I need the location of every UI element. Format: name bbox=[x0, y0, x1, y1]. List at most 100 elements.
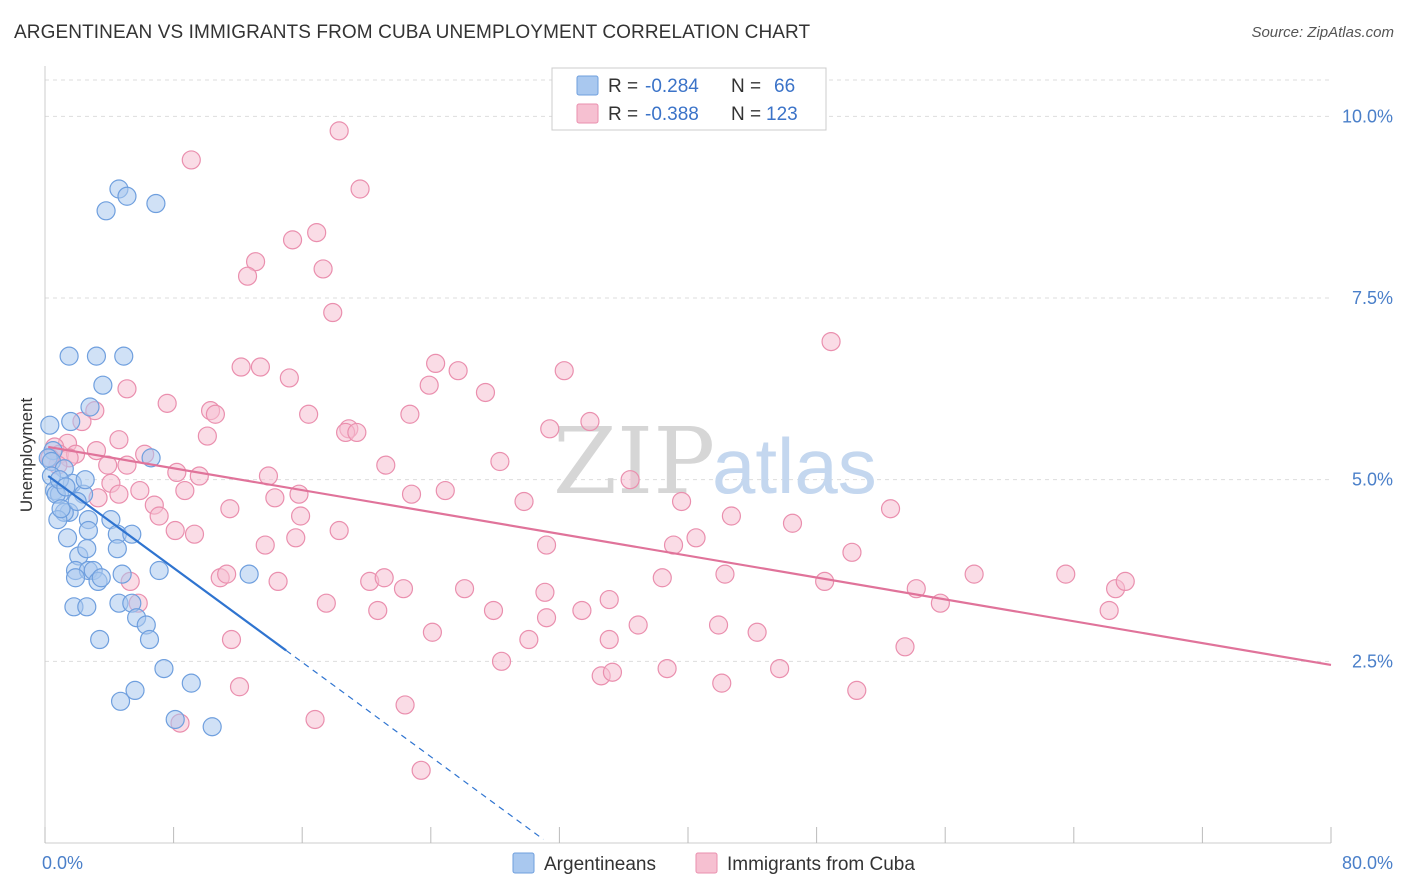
cuba-point-18 bbox=[475, 382, 496, 403]
cuba-point-104 bbox=[422, 622, 443, 642]
cuba-point-91 bbox=[1056, 564, 1076, 584]
argentineans-point-37 bbox=[65, 568, 86, 588]
cuba-point-114 bbox=[770, 658, 790, 679]
argentineans-point-8 bbox=[80, 397, 100, 417]
cuba-point-21 bbox=[299, 404, 319, 424]
cuba-point-15 bbox=[554, 361, 574, 381]
argentineans-point-50 bbox=[125, 680, 145, 701]
cuba-point-122 bbox=[599, 589, 619, 610]
cuba-point-23 bbox=[205, 404, 225, 424]
cuba-point-95 bbox=[368, 600, 388, 621]
stats-swatch-blue bbox=[576, 75, 599, 96]
cuba-point-65 bbox=[782, 513, 803, 533]
argentineans-point-28 bbox=[122, 524, 142, 544]
cuba-point-60 bbox=[514, 491, 534, 512]
cuba-point-66 bbox=[880, 499, 901, 519]
argentineans-point-52 bbox=[110, 691, 131, 711]
cuba-point-75 bbox=[842, 542, 862, 562]
cuba-point-1 bbox=[181, 150, 201, 170]
argentineans-point-7 bbox=[93, 375, 113, 395]
argentineans-point-27 bbox=[78, 520, 99, 541]
trend-line-immigrants-from-cuba bbox=[48, 445, 1332, 667]
cuba-point-109 bbox=[491, 651, 512, 671]
y-tick-label-3: 10.0% bbox=[1342, 106, 1393, 126]
cuba-point-99 bbox=[1099, 600, 1119, 621]
cuba-point-3 bbox=[282, 230, 303, 250]
cuba-point-84 bbox=[535, 582, 555, 602]
cuba-point-92 bbox=[1115, 571, 1135, 592]
source-credit: Source: ZipAtlas.com bbox=[1251, 24, 1394, 41]
cuba-point-4 bbox=[307, 223, 327, 243]
stats-r-label-2: R = bbox=[608, 104, 638, 125]
cuba-point-45 bbox=[490, 451, 510, 472]
stats-n-label-2: N = bbox=[731, 104, 761, 125]
cuba-point-16 bbox=[419, 375, 439, 395]
argentineans-point-47 bbox=[90, 629, 110, 650]
stats-r-value-2: -0.388 bbox=[645, 104, 699, 125]
cuba-point-119 bbox=[305, 709, 325, 730]
watermark: ZIP atlas bbox=[553, 408, 877, 515]
stats-n-value-2: 123 bbox=[766, 104, 798, 125]
cuba-point-13 bbox=[426, 353, 446, 373]
cuba-point-7 bbox=[313, 259, 333, 279]
argentineans-point-36 bbox=[149, 560, 169, 581]
stats-r-label-1: R = bbox=[608, 76, 638, 97]
y-tick-labels: 2.5% 5.0% 7.5% 10.0% bbox=[1342, 106, 1393, 671]
argentineans-point-6 bbox=[114, 346, 134, 366]
cuba-point-108 bbox=[895, 637, 915, 657]
stats-swatch-pink bbox=[576, 103, 599, 124]
cuba-point-100 bbox=[536, 608, 557, 628]
argentineans-point-54 bbox=[202, 717, 222, 737]
cuba-point-22 bbox=[400, 404, 420, 424]
cuba-point-59 bbox=[671, 491, 692, 512]
cuba-point-31 bbox=[197, 426, 217, 446]
cuba-point-70 bbox=[686, 528, 706, 548]
argentineans-point-10 bbox=[40, 415, 60, 435]
argentineans-point-2 bbox=[96, 201, 116, 221]
cuba-point-117 bbox=[395, 695, 415, 715]
cuba-point-52 bbox=[175, 480, 195, 501]
cuba-point-55 bbox=[435, 480, 455, 501]
argentineans-point-61 bbox=[75, 470, 95, 490]
cuba-point-78 bbox=[217, 564, 237, 584]
cuba-point-121 bbox=[265, 488, 285, 508]
cuba-point-68 bbox=[329, 520, 349, 541]
cuba-point-9 bbox=[821, 332, 841, 352]
y-tick-label-0: 2.5% bbox=[1352, 651, 1393, 671]
cuba-point-72 bbox=[286, 528, 306, 548]
cuba-point-10 bbox=[231, 357, 251, 377]
cuba-point-90 bbox=[815, 571, 835, 592]
x-tick-labels: 0.0% 80.0% bbox=[42, 853, 1393, 873]
argentineans-point-57 bbox=[67, 491, 87, 512]
y-axis-label: Unemployment bbox=[17, 398, 36, 513]
cuba-point-103 bbox=[747, 622, 767, 642]
x-tick-label-0: 0.0% bbox=[42, 853, 83, 873]
argentineans-point-32 bbox=[107, 539, 127, 559]
argentineans-point-1 bbox=[117, 186, 137, 206]
series-legend: Argentineans Immigrants from Cuba bbox=[512, 852, 915, 875]
legend-swatch-argentineans bbox=[512, 852, 535, 874]
argentineans-point-42 bbox=[77, 597, 97, 617]
cuba-point-33 bbox=[109, 430, 129, 450]
cuba-point-49 bbox=[620, 470, 640, 490]
stats-n-label-1: N = bbox=[731, 76, 761, 97]
cuba-point-26 bbox=[580, 411, 600, 432]
stats-n-value-1: 66 bbox=[774, 76, 795, 97]
legend-swatch-immigrants-from-cuba bbox=[695, 852, 718, 874]
cuba-point-82 bbox=[393, 579, 414, 599]
cuba-point-81 bbox=[374, 568, 394, 588]
cuba-point-113 bbox=[712, 673, 732, 693]
cuba-point-47 bbox=[189, 466, 209, 486]
cuba-point-115 bbox=[229, 677, 250, 697]
cuba-point-112 bbox=[657, 658, 677, 679]
cuba-point-28 bbox=[540, 419, 560, 439]
cuba-point-62 bbox=[220, 499, 240, 519]
cuba-point-2 bbox=[350, 179, 370, 199]
argentineans-point-31 bbox=[77, 539, 97, 559]
series-argentineans-points bbox=[38, 179, 259, 737]
argentineans-point-9 bbox=[61, 411, 81, 432]
argentineans-point-3 bbox=[146, 193, 166, 214]
cuba-point-107 bbox=[599, 629, 619, 650]
cuba-point-17 bbox=[117, 379, 137, 399]
